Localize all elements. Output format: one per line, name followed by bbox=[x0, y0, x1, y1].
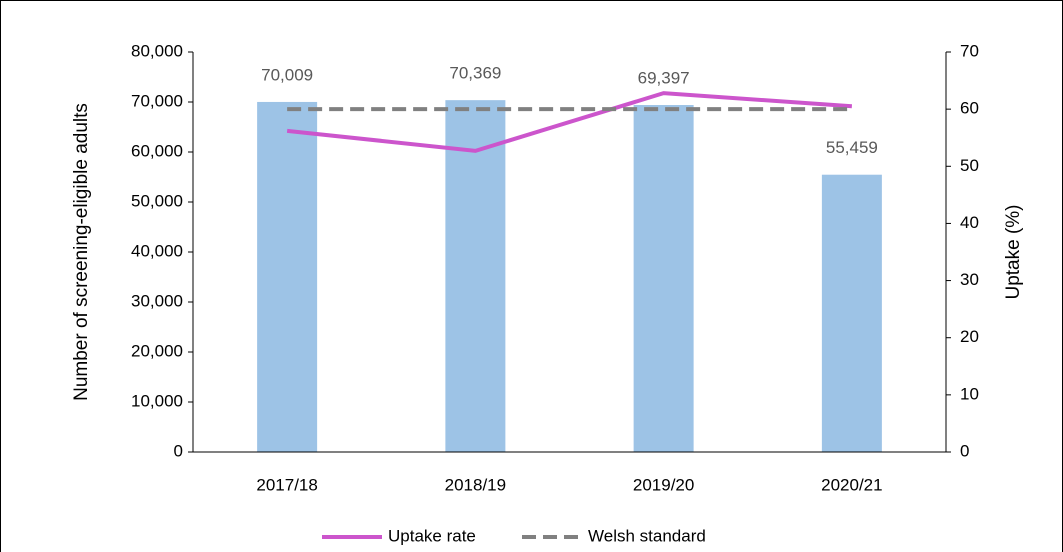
x-tick-label: 2019/20 bbox=[633, 475, 694, 494]
y2-tick-label: 10 bbox=[960, 384, 979, 403]
bar bbox=[257, 101, 318, 452]
y2-tick-label: 50 bbox=[960, 156, 979, 175]
legend-label: Uptake rate bbox=[388, 526, 476, 545]
y-tick-label: 80,000 bbox=[131, 41, 183, 60]
y2-tick-label: 0 bbox=[960, 441, 969, 460]
y-tick-label: 30,000 bbox=[131, 291, 183, 310]
y2-tick-label: 70 bbox=[960, 41, 979, 60]
y-tick-label: 40,000 bbox=[131, 241, 183, 260]
y-tick-label: 50,000 bbox=[131, 191, 183, 210]
y-tick-label: 70,000 bbox=[131, 91, 183, 110]
y-tick-label: 60,000 bbox=[131, 141, 183, 160]
x-tick-label: 2018/19 bbox=[445, 475, 506, 494]
y-tick-label: 0 bbox=[174, 441, 183, 460]
y2-tick-label: 60 bbox=[960, 99, 979, 118]
line-series bbox=[286, 91, 853, 153]
bar bbox=[821, 174, 882, 452]
data-label: 70,369 bbox=[449, 64, 501, 83]
y2-axis-label: Uptake (%) bbox=[1003, 204, 1024, 299]
y2-tick-label: 20 bbox=[960, 327, 979, 346]
bar bbox=[445, 100, 506, 452]
y2-tick-label: 30 bbox=[960, 270, 979, 289]
data-label: 69,397 bbox=[638, 68, 690, 87]
data-label: 55,459 bbox=[826, 138, 878, 157]
legend-label: Welsh standard bbox=[588, 526, 706, 545]
data-label: 70,009 bbox=[261, 65, 313, 84]
x-tick-label: 2020/21 bbox=[821, 475, 882, 494]
x-tick-label: 2017/18 bbox=[256, 475, 317, 494]
bar bbox=[633, 105, 694, 452]
y-tick-label: 20,000 bbox=[131, 341, 183, 360]
y-axis-label: Number of screening-eligible adults bbox=[71, 103, 92, 401]
y-tick-label: 10,000 bbox=[131, 391, 183, 410]
y2-tick-label: 40 bbox=[960, 213, 979, 232]
